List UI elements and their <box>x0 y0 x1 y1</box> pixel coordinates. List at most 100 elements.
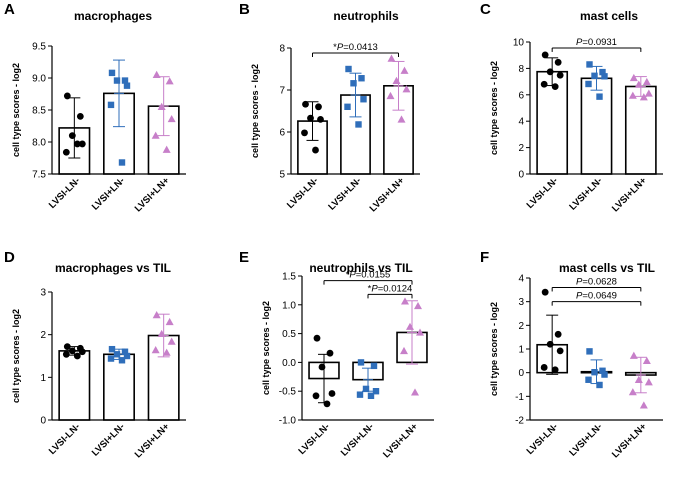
y-tick-label: 6 <box>279 128 285 139</box>
bar-LVSI-LN- <box>58 350 91 421</box>
p-value-prefix: * <box>346 270 350 281</box>
data-point-triangle <box>406 322 414 330</box>
data-point-circle <box>307 114 314 122</box>
data-point-circle <box>328 390 336 397</box>
data-point-triangle <box>629 73 638 82</box>
data-point-circle <box>540 364 548 371</box>
panel-letter: D <box>4 249 15 266</box>
data-point-square <box>123 82 131 89</box>
p-value-symbol: P <box>576 37 583 48</box>
y-tick-label: 8.5 <box>32 106 46 117</box>
panel-title: macrophages vs TIL <box>55 261 171 275</box>
panel-title: mast cells <box>580 9 638 23</box>
data-point-triangle <box>639 93 648 101</box>
y-tick-label: 0.0 <box>282 358 296 369</box>
data-point-triangle <box>628 388 637 396</box>
panel-letter: F <box>480 249 489 266</box>
data-point-square <box>585 80 592 88</box>
data-point-circle <box>68 132 76 140</box>
y-tick-label: 1 <box>518 345 524 356</box>
data-point-circle <box>73 140 81 148</box>
y-tick-label: 0.5 <box>282 329 296 340</box>
data-point-circle <box>68 347 76 355</box>
data-point-square <box>350 80 357 87</box>
data-point-circle <box>62 148 70 156</box>
panel-letter: C <box>480 1 491 18</box>
panel-title: neutrophils vs TIL <box>309 261 412 275</box>
data-point-circle <box>541 288 549 296</box>
data-point-circle <box>326 349 334 357</box>
y-tick-label: 3 <box>518 297 524 308</box>
data-point-triangle <box>165 77 174 85</box>
data-point-square <box>356 391 364 398</box>
x-tick-label: LVSI+LN+ <box>368 175 407 214</box>
y-tick-label: 1.0 <box>282 300 296 311</box>
x-tick-label: LVSI-LN- <box>47 175 83 211</box>
data-point-triangle <box>411 388 419 396</box>
data-point-square <box>344 103 351 110</box>
data-point-triangle <box>642 77 651 86</box>
data-point-circle <box>62 350 70 358</box>
y-tick-label: 1.5 <box>282 272 296 283</box>
y-tick-label: 3 <box>40 288 46 299</box>
data-point-triangle <box>400 346 408 355</box>
y-tick-label: 8.0 <box>32 138 46 149</box>
bar-LVSI+LN- <box>580 77 613 175</box>
data-point-circle <box>73 352 81 360</box>
data-point-triangle <box>402 85 411 93</box>
y-tick-label: 9.0 <box>32 74 46 85</box>
y-tick-label: -1 <box>515 392 524 403</box>
data-point-circle <box>318 363 326 371</box>
data-point-triangle <box>392 76 401 84</box>
data-point-square <box>107 355 115 362</box>
x-tick-label: LVSI+LN+ <box>610 421 649 460</box>
data-point-square <box>599 367 606 374</box>
data-point-square <box>358 75 365 82</box>
data-point-triangle <box>152 70 161 78</box>
p-value-number: =0.0124 <box>378 283 413 294</box>
data-point-triangle <box>400 66 409 74</box>
data-point-triangle <box>151 346 160 354</box>
data-point-triangle <box>629 351 638 359</box>
y-tick-label: 2 <box>518 321 524 332</box>
data-point-triangle <box>397 115 406 123</box>
data-point-circle <box>546 68 554 76</box>
y-tick-label: 0 <box>518 368 524 379</box>
data-point-triangle <box>644 378 653 386</box>
p-value-number: =0.0413 <box>343 42 378 53</box>
panel-title: neutrophils <box>333 9 399 23</box>
y-tick-label: 4 <box>518 117 524 128</box>
data-point-square <box>586 61 593 68</box>
data-point-square <box>586 348 593 355</box>
y-tick-label: 8 <box>518 64 524 75</box>
data-point-circle <box>540 80 548 88</box>
data-point-square <box>118 357 126 364</box>
data-point-circle <box>315 103 322 111</box>
x-tick-label: LVSI-LN- <box>525 421 561 457</box>
panel-letter: E <box>239 249 249 266</box>
p-value-symbol: P <box>576 291 583 302</box>
y-tick-label: 0 <box>40 416 46 427</box>
y-tick-label: -0.5 <box>279 387 297 398</box>
x-tick-label: LVSI+LN- <box>326 175 363 212</box>
x-tick-label: LVSI-LN- <box>296 421 332 457</box>
x-tick-label: LVSI-LN- <box>525 175 561 211</box>
y-tick-label: 9.5 <box>32 42 46 53</box>
p-value-label: *P=0.0413 <box>333 42 378 53</box>
data-point-triangle <box>157 329 166 338</box>
data-point-triangle <box>414 301 422 310</box>
data-point-circle <box>556 71 564 79</box>
p-value-number: =0.0649 <box>582 291 617 302</box>
data-point-triangle <box>151 131 160 139</box>
p-value-symbol: P <box>337 42 344 53</box>
x-tick-label: LVSI+LN- <box>567 175 604 212</box>
x-tick-label: LVSI+LN+ <box>610 175 649 214</box>
data-point-triangle <box>416 328 424 336</box>
data-point-circle <box>301 129 308 137</box>
p-value-prefix: * <box>333 42 337 53</box>
data-point-triangle <box>167 114 176 123</box>
data-point-square <box>121 77 129 84</box>
